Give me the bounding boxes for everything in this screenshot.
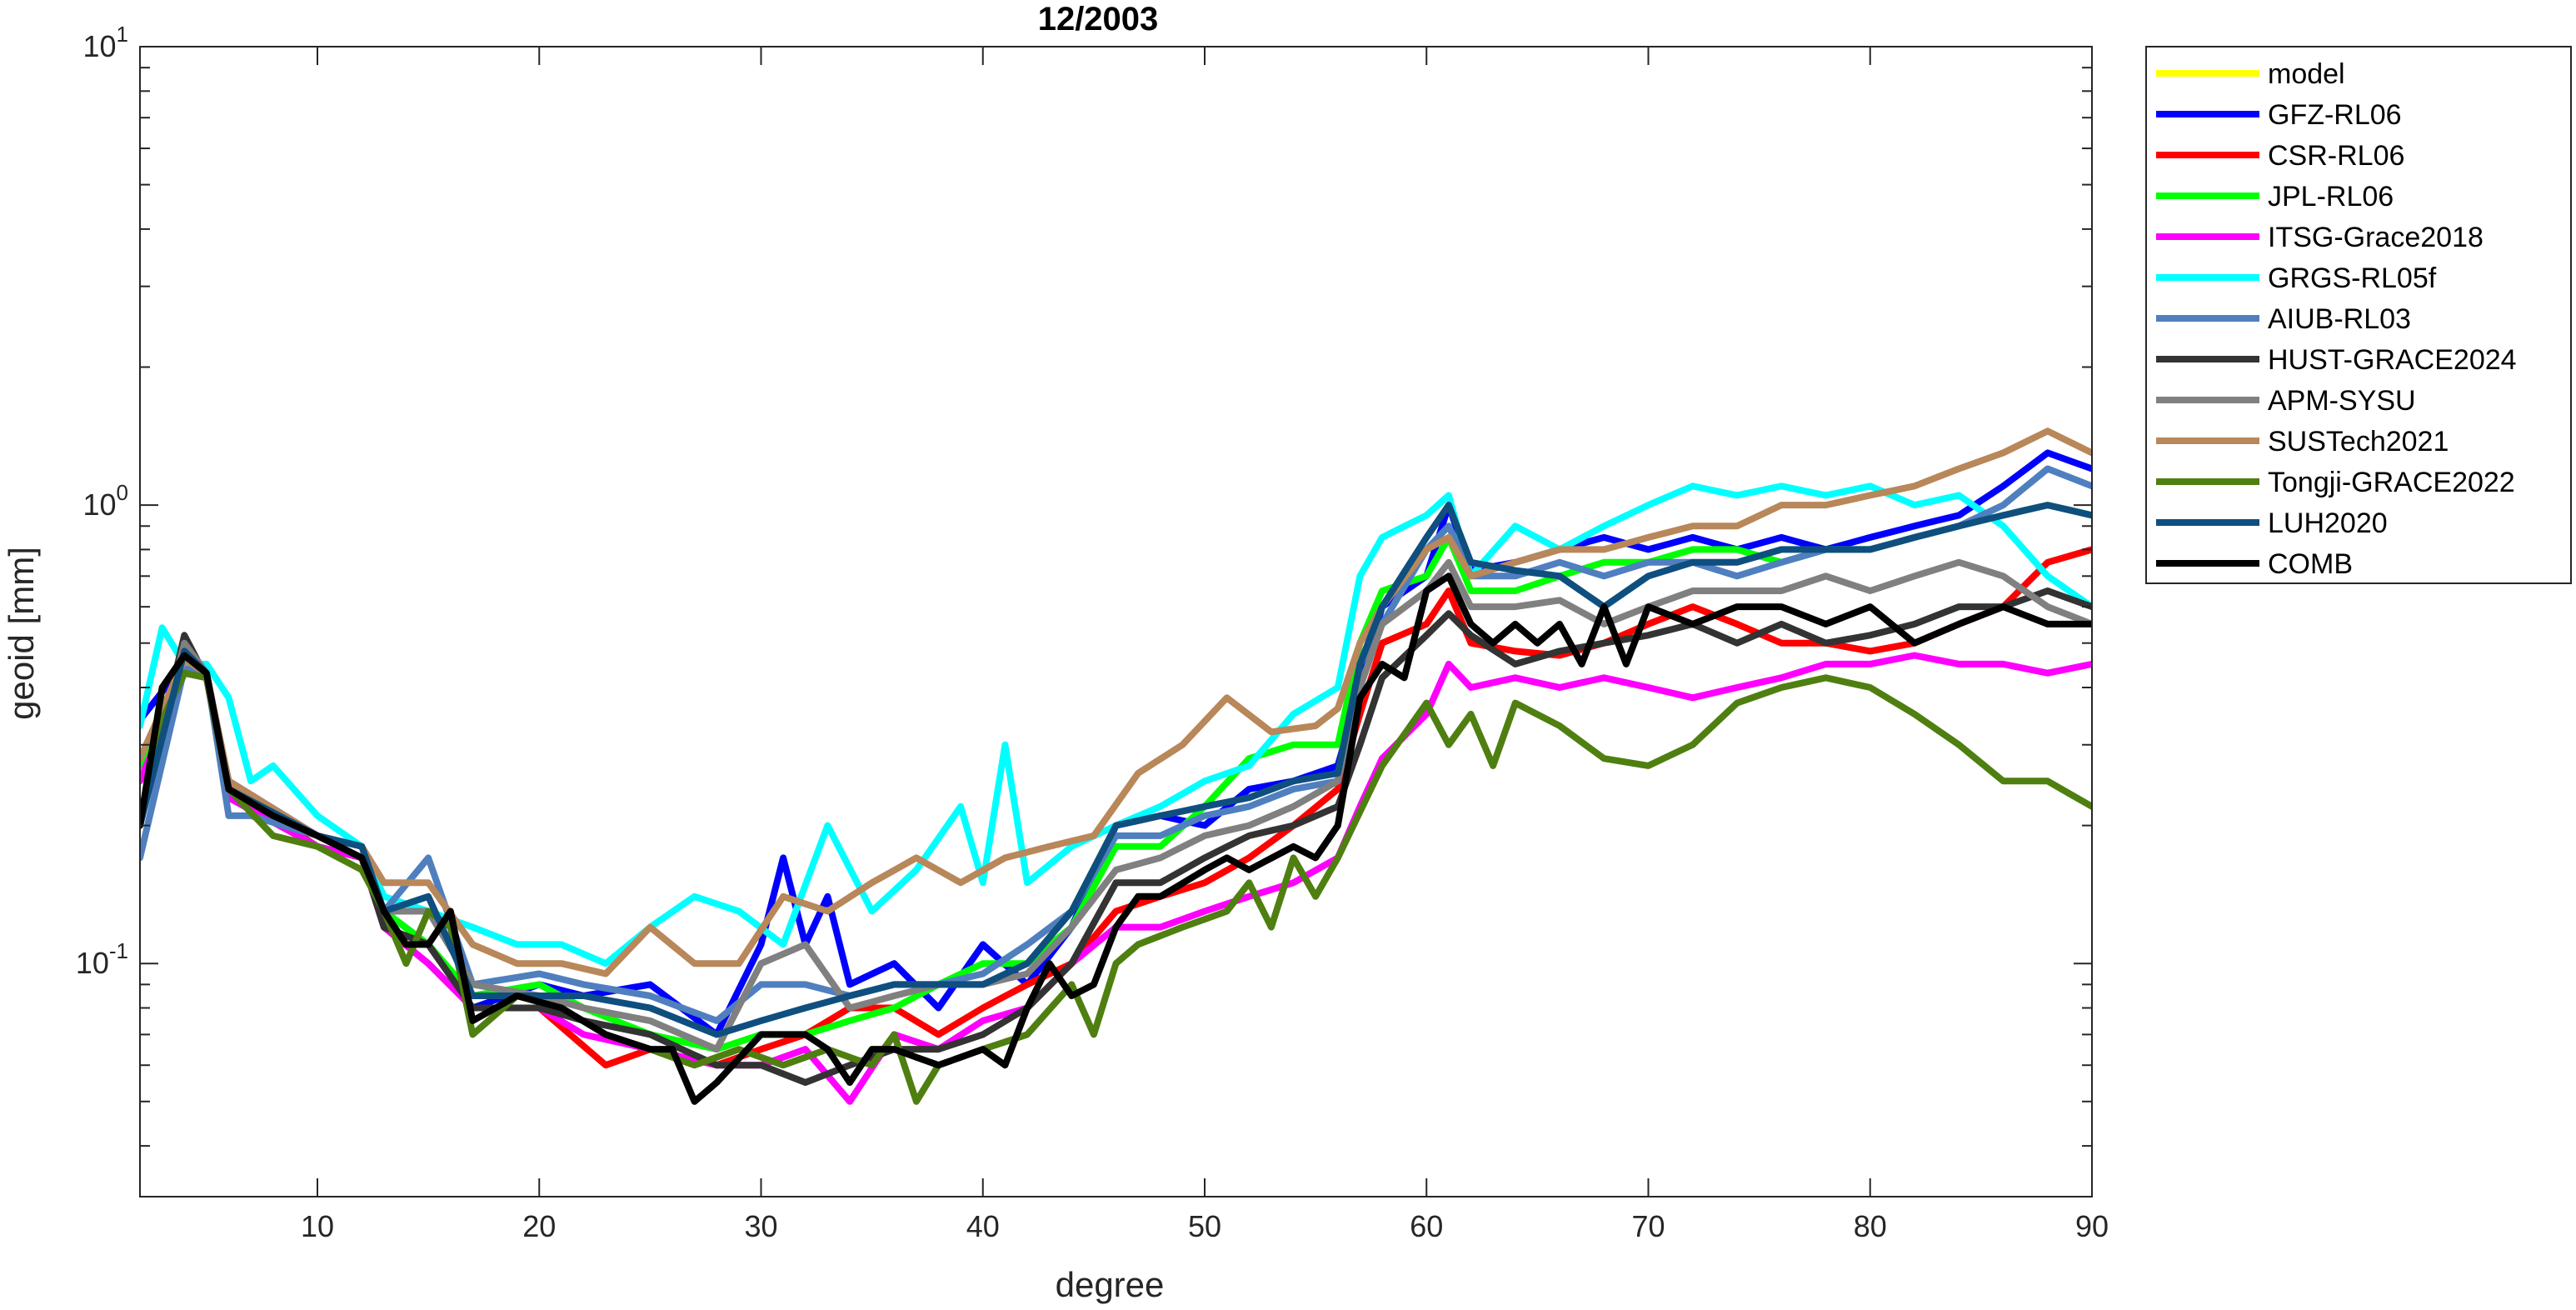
series-layer: [140, 428, 2092, 1105]
y-tick-label: 101: [82, 22, 128, 63]
legend-label: JPL-RL06: [2268, 181, 2394, 212]
x-tick-label: 40: [966, 1209, 1000, 1243]
x-tick-label: 60: [1410, 1209, 1443, 1243]
legend-label: AIUB-RL03: [2268, 303, 2411, 335]
series-line-comb: [140, 572, 2092, 1105]
y-axis-label: geoid [mm]: [2, 547, 41, 720]
legend-label: COMB: [2268, 548, 2353, 580]
series-line-aiub-rl03: [140, 465, 2092, 1024]
legend: model GFZ-RL06 CSR-RL06 JPL-RL06 ITSG-Grace2…: [2145, 46, 2572, 584]
legend-label: HUST-GRACE2024: [2268, 344, 2517, 376]
y-axis: 10-1 100 101: [76, 22, 2092, 1148]
y-tick-label: 10-1: [76, 938, 128, 980]
x-tick-label: 80: [1854, 1209, 1887, 1243]
x-axis: 10 20 30 40 50 60 70 80 90: [301, 47, 2109, 1243]
legend-label: LUH2020: [2268, 508, 2388, 539]
chart-title: 12/2003: [1038, 1, 1159, 38]
x-tick-label: 10: [301, 1209, 334, 1243]
legend-label: ITSG-Grace2018: [2268, 222, 2484, 253]
x-tick-label: 90: [2075, 1209, 2109, 1243]
legend-label: CSR-RL06: [2268, 140, 2404, 172]
x-tick-label: 30: [744, 1209, 777, 1243]
legend-label: SUSTech2021: [2268, 426, 2449, 458]
x-tick-label: 50: [1188, 1209, 1221, 1243]
legend-label: APM-SYSU: [2268, 385, 2416, 417]
legend-label: model: [2268, 58, 2345, 90]
x-tick-label: 70: [1631, 1209, 1665, 1243]
y-tick-label: 100: [82, 480, 128, 522]
x-tick-label: 20: [522, 1209, 556, 1243]
legend-label: Tongji-GRACE2022: [2268, 467, 2515, 498]
plot-frame: [139, 46, 2093, 1198]
legend-label: GFZ-RL06: [2268, 99, 2402, 131]
legend-label: GRGS-RL05f: [2268, 262, 2437, 294]
series-line-sustech2021: [140, 428, 2092, 978]
x-axis-label: degree: [1056, 1265, 1165, 1304]
